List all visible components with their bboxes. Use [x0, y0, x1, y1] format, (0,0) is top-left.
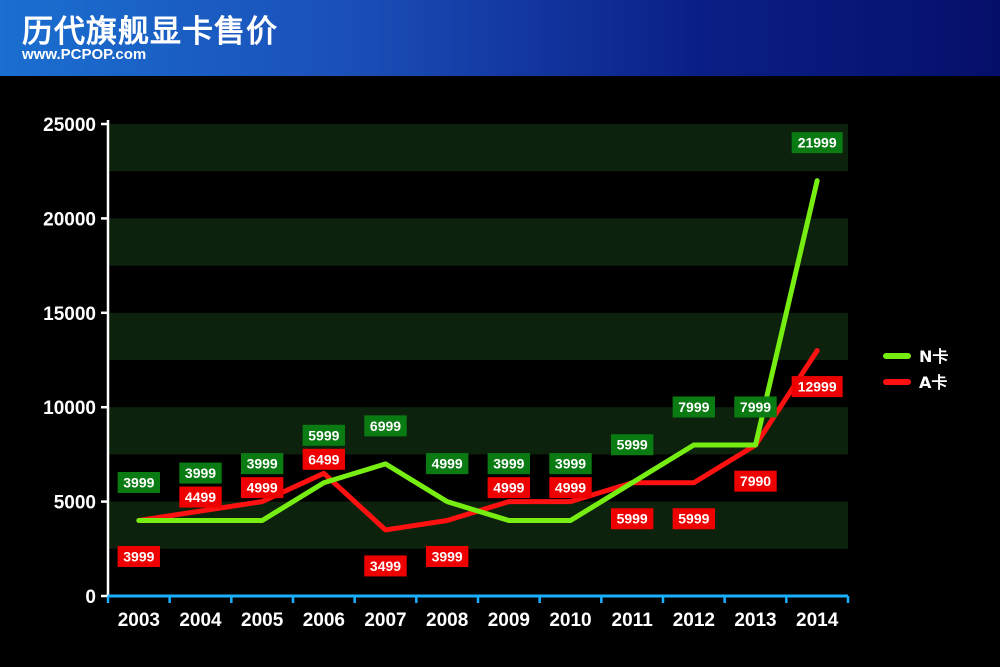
- data-label-n-card-box: [672, 396, 716, 418]
- series-lines: [136, 178, 820, 533]
- x-tick-label: 2011: [612, 610, 654, 631]
- grid-band: [108, 124, 848, 172]
- data-label-a-card-box: [487, 477, 531, 499]
- data-label-a-card-box: [672, 508, 716, 530]
- x-tick-label: 2004: [179, 610, 222, 631]
- data-label-n-card-box: [179, 462, 222, 484]
- data-label-a-card-box: [734, 470, 777, 492]
- y-tick-label: 5000: [54, 493, 96, 514]
- data-label-a-card: 4999: [555, 480, 586, 496]
- data-label-a-card-box: [364, 555, 407, 577]
- data-label-n-card-box: [364, 415, 407, 437]
- data-label-a-card-box: [549, 477, 592, 499]
- data-label-a-card-box: [302, 448, 346, 470]
- x-tick-label: 2010: [549, 610, 591, 631]
- y-tick-label: 20000: [43, 209, 96, 230]
- y-tick-label: 10000: [43, 398, 96, 419]
- data-label-n-card: 3999: [493, 456, 524, 472]
- data-label-a-card: 5999: [617, 511, 648, 527]
- data-label-n-card-box: [425, 453, 469, 475]
- data-label-a-card: 3999: [432, 548, 463, 564]
- data-label-n-card: 5999: [617, 437, 648, 453]
- page-title: 历代旗舰显卡售价: [22, 14, 278, 50]
- data-label-a-card: 4499: [185, 489, 216, 505]
- x-tick-label: 2003: [118, 610, 160, 631]
- data-label-n-card-box: [487, 453, 531, 475]
- legend-label: N卡: [919, 347, 948, 366]
- x-tick-label: 2007: [364, 610, 406, 631]
- data-label-a-card: 12999: [798, 379, 837, 395]
- chart-legend: N卡 A卡: [883, 347, 948, 392]
- site-url: www.PCPOP.com: [22, 46, 147, 63]
- x-tick-label: 2013: [734, 610, 776, 631]
- x-tick-label: 2012: [673, 610, 715, 631]
- data-label-a-card: 3499: [370, 558, 401, 574]
- data-labels: 3999 3999 3999 4499 3999 4999 5999 6499 6999 3499…: [117, 132, 843, 577]
- y-tick-label: 25000: [43, 115, 96, 136]
- y-tick-label: 0: [85, 587, 96, 608]
- data-label-n-card-box: [791, 132, 843, 154]
- data-label-n-card: 3999: [123, 474, 154, 490]
- data-label-n-card-box: [610, 434, 654, 456]
- data-label-a-card-box: [425, 545, 469, 567]
- data-label-n-card: 6999: [370, 418, 401, 434]
- data-label-a-card: 6499: [308, 451, 339, 467]
- data-label-n-card: 3999: [185, 465, 216, 481]
- data-label-a-card-box: [791, 376, 843, 398]
- data-label-n-card-box: [240, 453, 284, 475]
- legend-label: A卡: [919, 373, 947, 392]
- data-label-n-card-box: [549, 453, 592, 475]
- x-tick-label: 2008: [426, 610, 468, 631]
- data-label-a-card-box: [240, 477, 284, 499]
- data-label-n-card-box: [117, 471, 161, 493]
- data-label-n-card: 4999: [432, 456, 463, 472]
- data-label-a-card-box: [179, 486, 222, 508]
- series-line-n-card: [136, 178, 820, 523]
- data-label-n-card: 7999: [740, 399, 771, 415]
- data-label-n-card: 21999: [798, 135, 837, 151]
- data-label-n-card-box: [734, 396, 777, 418]
- chart-axes: 0 5000 10000 15000 20000 25000 2003 2004 2005 200…: [43, 115, 850, 631]
- data-label-n-card: 3999: [247, 456, 278, 472]
- x-tick-label: 2006: [303, 610, 345, 631]
- data-label-n-card: 7999: [678, 399, 709, 415]
- x-tick-label: 2009: [488, 610, 530, 631]
- data-label-a-card: 4999: [247, 480, 278, 496]
- header-bar: 历代旗舰显卡售价 www.PCPOP.com: [0, 0, 1000, 76]
- data-label-a-card-box: [610, 508, 654, 530]
- data-label-n-card: 3999: [555, 456, 586, 472]
- x-tick-label: 2005: [241, 610, 284, 631]
- data-label-a-card-box: [117, 545, 161, 567]
- grid-band: [108, 312, 848, 360]
- data-label-a-card: 4999: [493, 480, 524, 496]
- data-label-n-card: 5999: [308, 427, 339, 443]
- y-tick-label: 15000: [43, 304, 96, 325]
- x-tick-label: 2014: [796, 610, 839, 631]
- data-label-a-card: 7990: [740, 473, 771, 489]
- grid-band: [108, 218, 848, 266]
- data-label-a-card: 5999: [678, 511, 709, 527]
- data-label-n-card-box: [302, 424, 346, 446]
- data-label-a-card: 3999: [123, 548, 154, 564]
